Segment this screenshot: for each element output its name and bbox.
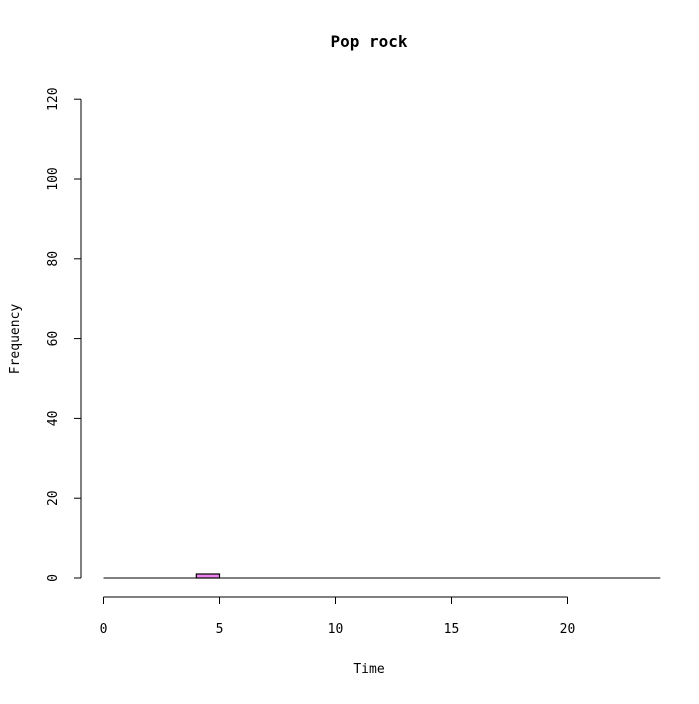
y-tick-label: 40: [46, 411, 61, 427]
y-tick-label: 100: [46, 167, 61, 190]
chart-title: Pop rock: [330, 32, 407, 51]
y-axis: 0 20 40 60 80 100 120: [46, 87, 82, 582]
y-tick-label: 60: [46, 331, 61, 347]
x-tick-label: 15: [444, 622, 460, 637]
bars-layer: [103, 573, 661, 579]
x-tick-label: 0: [100, 622, 108, 637]
y-axis-label: Frequency: [8, 304, 23, 375]
y-tick-label: 0: [46, 574, 61, 582]
x-tick-label: 10: [328, 622, 344, 637]
histogram-bar: [195, 573, 221, 579]
y-tick-label: 80: [46, 251, 61, 267]
x-tick-label: 20: [560, 622, 576, 637]
y-tick-label: 120: [46, 87, 61, 110]
x-axis: 0 5 10 15 20: [100, 596, 576, 637]
x-tick-label: 5: [216, 622, 224, 637]
y-tick-label: 20: [46, 490, 61, 506]
x-axis-label: Time: [353, 662, 384, 677]
